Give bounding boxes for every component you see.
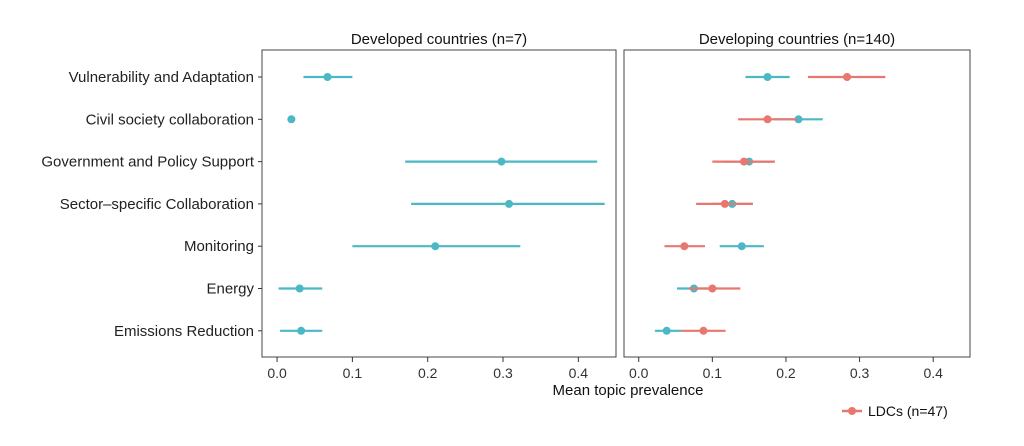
x-axis-label: Mean topic prevalence: [553, 382, 704, 399]
data-point: [720, 199, 729, 208]
data-point: [843, 73, 852, 81]
data-point: [680, 242, 689, 251]
series-all: [278, 73, 605, 335]
data-point: [739, 157, 748, 166]
x-tick-label: 0.2: [418, 365, 438, 381]
panel-1: Developed countries (n=7) 0.0 0.1 0.2 0.3 0.4: [261, 31, 617, 381]
data-point: [708, 284, 717, 293]
data-point: [763, 115, 772, 124]
x-tick-label: 0.3: [493, 365, 513, 381]
panel-frame: [623, 49, 971, 358]
category-label: Energy: [206, 281, 254, 298]
category-label: Vulnerability and Adaptation: [69, 69, 254, 86]
category-label: Sector–specific Collaboration: [60, 196, 254, 213]
x-tick-label: 0.3: [850, 365, 870, 381]
panels: Developed countries (n=7) 0.0 0.1 0.2 0.3 0.4…: [261, 31, 971, 381]
data-point: [295, 284, 304, 293]
panel-title: Developing countries (n=140): [699, 31, 895, 48]
data-point: [505, 199, 514, 208]
legend-label: LDCs (n=47): [868, 403, 948, 419]
data-point: [297, 326, 306, 335]
x-tick-label: 0.0: [629, 365, 649, 381]
category-label: Civil society collaboration: [86, 111, 254, 128]
category-labels: Vulnerability and Adaptation Civil societ…: [41, 69, 262, 340]
x-tick-label: 0.4: [569, 365, 589, 381]
data-point: [323, 73, 332, 81]
x-tick-label: 0.1: [343, 365, 363, 381]
data-point: [763, 73, 772, 81]
data-point: [662, 326, 671, 335]
category-label: Government and Policy Support: [41, 154, 254, 171]
data-point: [431, 242, 440, 251]
x-tick-label: 0.0: [267, 365, 287, 381]
data-point: [699, 326, 708, 335]
x-tick-label: 0.1: [703, 365, 723, 381]
panel-title: Developed countries (n=7): [351, 31, 527, 48]
data-point: [794, 115, 803, 124]
category-label: Monitoring: [184, 238, 254, 255]
panel-frame: [261, 49, 617, 358]
data-point: [497, 157, 506, 166]
legend-marker: [848, 407, 856, 415]
panel-2: Developing countries (n=140) 0.0 0.1 0.2 0.3…: [623, 31, 971, 381]
category-label: Emissions Reduction: [114, 323, 254, 340]
legend: LDCs (n=47): [842, 403, 948, 419]
x-tick-label: 0.2: [776, 365, 796, 381]
data-point: [287, 115, 296, 124]
data-point: [737, 242, 746, 251]
x-tick-label: 0.4: [923, 365, 943, 381]
series-ldc: [664, 73, 886, 335]
